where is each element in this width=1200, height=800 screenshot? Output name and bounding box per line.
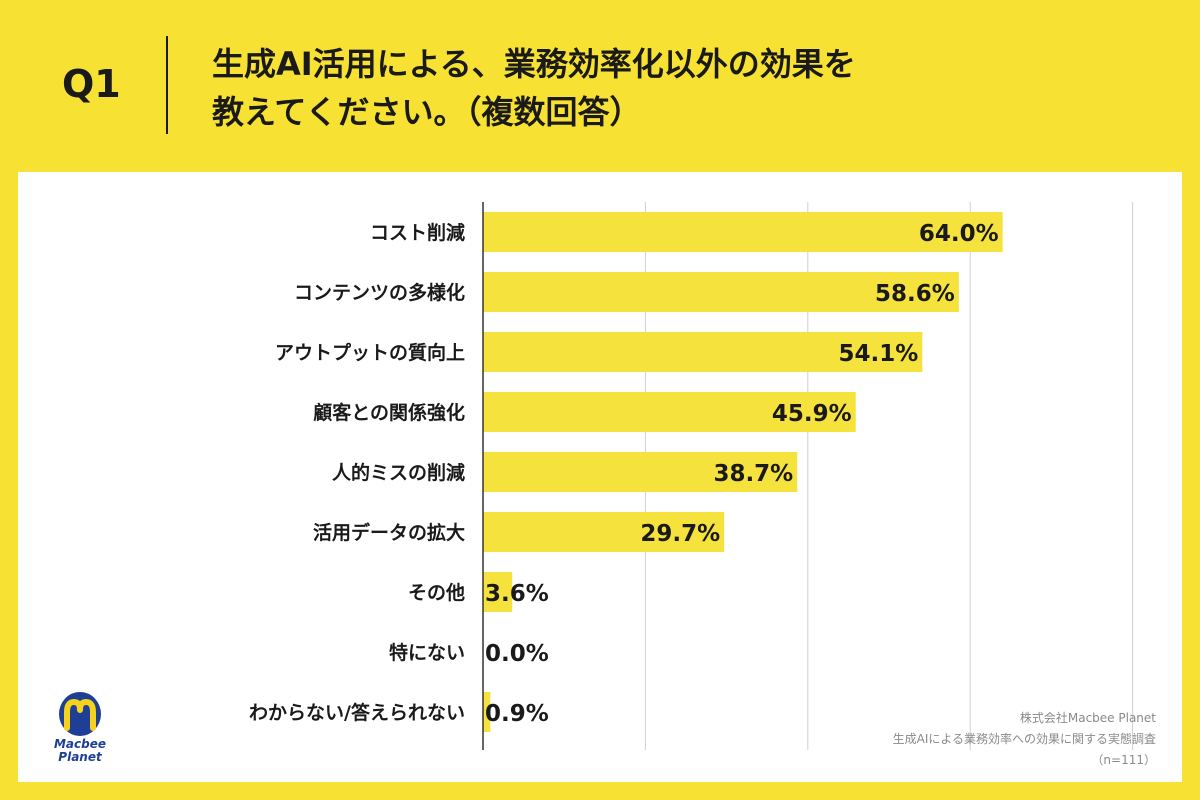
value-label-4: 45.9% [772, 401, 852, 427]
bar-9 [483, 692, 491, 732]
category-label-5: 人的ミスの削減 [332, 461, 465, 484]
macbee-planet-logo: Macbee Planet [48, 690, 112, 780]
logo-mark-icon [59, 692, 101, 736]
footer-company: 株式会社Macbee Planet [1019, 711, 1156, 725]
value-label-7: 3.6% [485, 581, 549, 607]
category-label-1: コスト削減 [370, 221, 465, 244]
category-label-9: わからない/答えられない [249, 701, 465, 724]
category-label-4: 顧客との関係強化 [313, 401, 465, 424]
value-label-3: 54.1% [838, 341, 918, 367]
header: Q1 生成AI活用による、業務効率化以外の効果を 教えてください。（複数回答） [0, 0, 1200, 170]
value-label-1: 64.0% [919, 221, 999, 247]
value-label-8: 0.0% [485, 641, 549, 667]
category-label-8: 特にない [389, 642, 465, 664]
header-divider [166, 36, 168, 134]
question-title-line-1: 生成AI活用による、業務効率化以外の効果を [212, 45, 856, 83]
footer-sample: （n=111） [1091, 753, 1156, 767]
chart-panel: コスト削減 64.0% コンテンツの多様化 58.6% アウトプットの質向上 54.1% 顧… [18, 172, 1182, 782]
bar-5 [483, 452, 798, 492]
question-number: Q1 [62, 62, 121, 106]
bar-4 [483, 392, 856, 432]
value-label-2: 58.6% [875, 281, 955, 307]
logo-wordmark: Macbee Planet [48, 738, 112, 764]
logo-line-2: Planet [58, 750, 102, 764]
bar-1 [483, 212, 1003, 252]
bar-chart: コスト削減 64.0% コンテンツの多様化 58.6% アウトプットの質向上 54.1% 顧… [249, 202, 1134, 750]
source-footer: 株式会社Macbee Planet 生成AIによる業務効率への効果に関する実態調… [893, 708, 1156, 771]
question-title: 生成AI活用による、業務効率化以外の効果を 教えてください。（複数回答） [212, 40, 1112, 136]
bar-6 [483, 512, 725, 552]
category-label-2: コンテンツの多様化 [294, 281, 465, 304]
category-label-6: 活用データの拡大 [313, 521, 465, 544]
category-label-7: その他 [408, 581, 465, 604]
value-label-5: 38.7% [713, 461, 793, 487]
logo-line-1: Macbee [53, 737, 107, 751]
bar-2 [483, 272, 959, 312]
category-label-3: アウトプットの質向上 [275, 341, 465, 364]
bar-7 [483, 572, 513, 612]
value-label-6: 29.7% [640, 521, 720, 547]
bar-3 [483, 332, 923, 372]
value-label-9: 0.9% [485, 701, 549, 727]
footer-survey: 生成AIによる業務効率への効果に関する実態調査 [892, 732, 1156, 746]
question-title-line-2: 教えてください。（複数回答） [212, 93, 642, 131]
